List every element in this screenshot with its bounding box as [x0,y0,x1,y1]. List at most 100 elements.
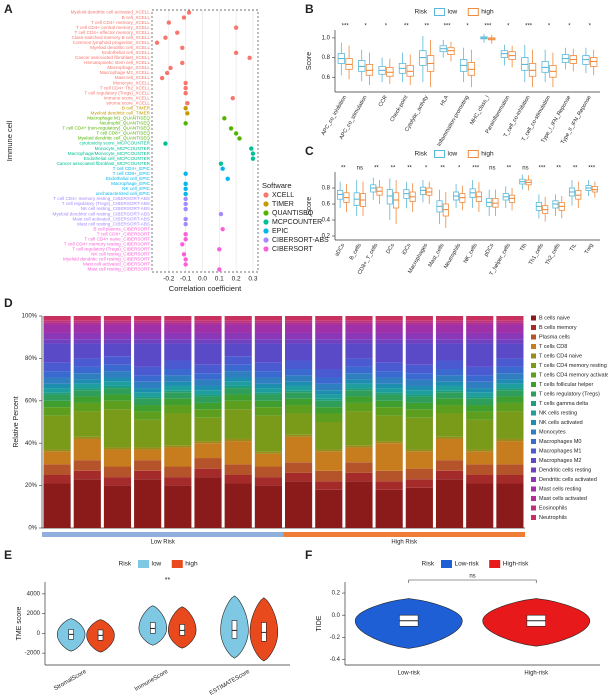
bar-segment [254,343,282,363]
bar-segment [375,339,403,344]
bar-segment [254,466,282,478]
bar-segment [285,343,313,361]
bar-segment [435,436,464,439]
legend-swatch [531,363,536,368]
bar-segment [496,464,524,475]
significance-label: * [425,166,428,172]
bar-segment [285,481,313,528]
x-tick-label: Low-risk [398,671,421,677]
bar-segment [43,332,71,340]
legend-swatch [263,246,269,252]
y-tick-label: uncharacterized cell_EPIC [96,191,151,196]
bar-segment [73,324,101,333]
bar-segment [466,398,494,406]
legend-swatch [263,228,269,234]
legend-label: XCELL [272,192,294,199]
bar-segment [466,375,494,382]
dot [183,196,188,202]
dot [183,80,188,86]
bar-segment [285,320,313,323]
dot [250,156,256,161]
y-tick-label: T cell CD8+_EPIC [113,171,151,176]
significance-label: *** [484,24,492,30]
legend-label: Eosinophils [539,505,567,511]
bar-segment [405,390,433,395]
bar-segment [496,379,524,384]
y-tick-label: Endothelial cell_XCELL [102,50,150,55]
dot [180,45,185,50]
bar-segment [466,339,494,344]
x-tick-label: ImmuneScore [134,669,170,693]
dot [154,40,160,45]
y-tick-label: B cell_TIMER [122,105,151,110]
bar-segment [164,445,192,448]
y-tick-label: -2000 [25,651,41,657]
significance-label: ** [404,24,409,30]
bar-segment [43,451,71,465]
legend-label: Neutrophils [539,515,567,521]
y-tick-label: 1.0 [322,35,331,41]
bar-segment [254,415,282,452]
bar-segment [164,385,192,391]
bar-segment [254,400,282,408]
y-tick-label: Mast cell_XCELL [115,75,151,80]
dot [183,191,188,197]
y-tick-label: Macrophage M1_QUANTISEQ [87,116,150,121]
bar-segment [164,392,192,399]
bar-segment [73,390,101,397]
bar-segment [466,322,494,325]
bar-segment [73,339,101,344]
bar-segment [285,434,313,437]
bar-segment [375,415,403,442]
bar-segment [73,332,101,340]
bar-segment [224,343,252,357]
x-tick-label: TIL [569,243,578,253]
legend-swatch [531,372,536,378]
bar-segment [345,388,373,391]
dot [183,221,188,227]
bar-segment [345,379,373,384]
bar-segment [375,443,403,471]
bar-segment [73,436,101,439]
dot [233,131,239,136]
legend-swatch [263,210,269,216]
bar-segment [315,449,343,452]
y-tick-label: 0.2 [332,591,341,597]
bar-segment [164,332,192,340]
y-tick-label: 20% [25,483,38,489]
y-tick-label: 100% [22,314,38,320]
bar-segment [134,396,162,399]
x-tick-label: 0.2 [232,276,241,283]
bar-segment [103,332,132,340]
bar-segment [315,481,343,490]
dot [250,151,256,156]
dot [233,50,239,56]
bar-segment [194,379,222,386]
bar-segment [254,451,282,454]
bar-segment [375,470,403,482]
bar-segment [134,449,162,461]
bar-segment [345,332,373,340]
legend-label: low [152,561,162,568]
bar-segment [466,449,494,452]
dot [220,166,225,171]
significance-label: * [568,24,571,30]
bar-segment [375,400,403,408]
bar-segment [103,466,132,478]
bar-segment [496,383,524,389]
bar-segment [496,320,524,323]
bar-segment [405,364,433,374]
dot [183,181,188,187]
bar-segment [194,324,222,333]
legend-label: Monocytes [539,429,566,435]
y-tick-label: T cell regulatory (Tregs)_XCELL [84,90,150,95]
bar-segment [224,381,252,386]
bar-segment [164,398,192,406]
bar-segment [315,489,343,528]
x-tick-label: Mast_cells [427,243,445,269]
bar-segment [285,398,313,406]
bar-segment [285,360,313,369]
dot [183,90,188,96]
bar-segment [315,322,343,325]
bar-segment [496,402,524,412]
